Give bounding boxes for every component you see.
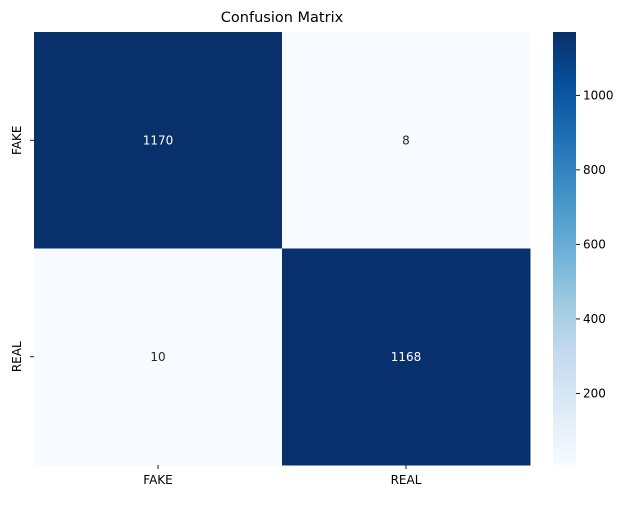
colorbar-gradient — [553, 32, 576, 465]
colorbar-axis: 200 400 600 800 1000 — [576, 88, 614, 400]
heatmap-cell — [282, 32, 531, 249]
chart-title: Confusion Matrix — [221, 10, 344, 26]
cell-value-label: 1168 — [391, 350, 422, 364]
cell-value-label: 8 — [402, 133, 410, 147]
heatmap-cells: 1170 8 10 1168 — [34, 32, 531, 466]
y-tick-label: REAL — [10, 341, 24, 372]
colorbar-tick-label: 1000 — [583, 88, 614, 102]
cell-value-label: 1170 — [143, 133, 174, 147]
heatmap-cell — [34, 248, 283, 466]
heatmap-cell — [282, 248, 531, 466]
x-tick-label: REAL — [391, 473, 422, 487]
heatmap-cell — [34, 32, 283, 249]
y-tick-label: FAKE — [10, 126, 24, 155]
cell-value-label: 10 — [150, 350, 165, 364]
x-axis: FAKE REAL — [143, 465, 422, 487]
y-axis: FAKE REAL — [10, 126, 34, 372]
colorbar: 200 400 600 800 1000 — [553, 32, 614, 465]
x-tick-label: FAKE — [143, 473, 172, 487]
colorbar-tick-label: 200 — [583, 386, 606, 400]
colorbar-tick-label: 800 — [583, 163, 606, 177]
colorbar-tick-label: 600 — [583, 237, 606, 251]
colorbar-tick-label: 400 — [583, 312, 606, 326]
